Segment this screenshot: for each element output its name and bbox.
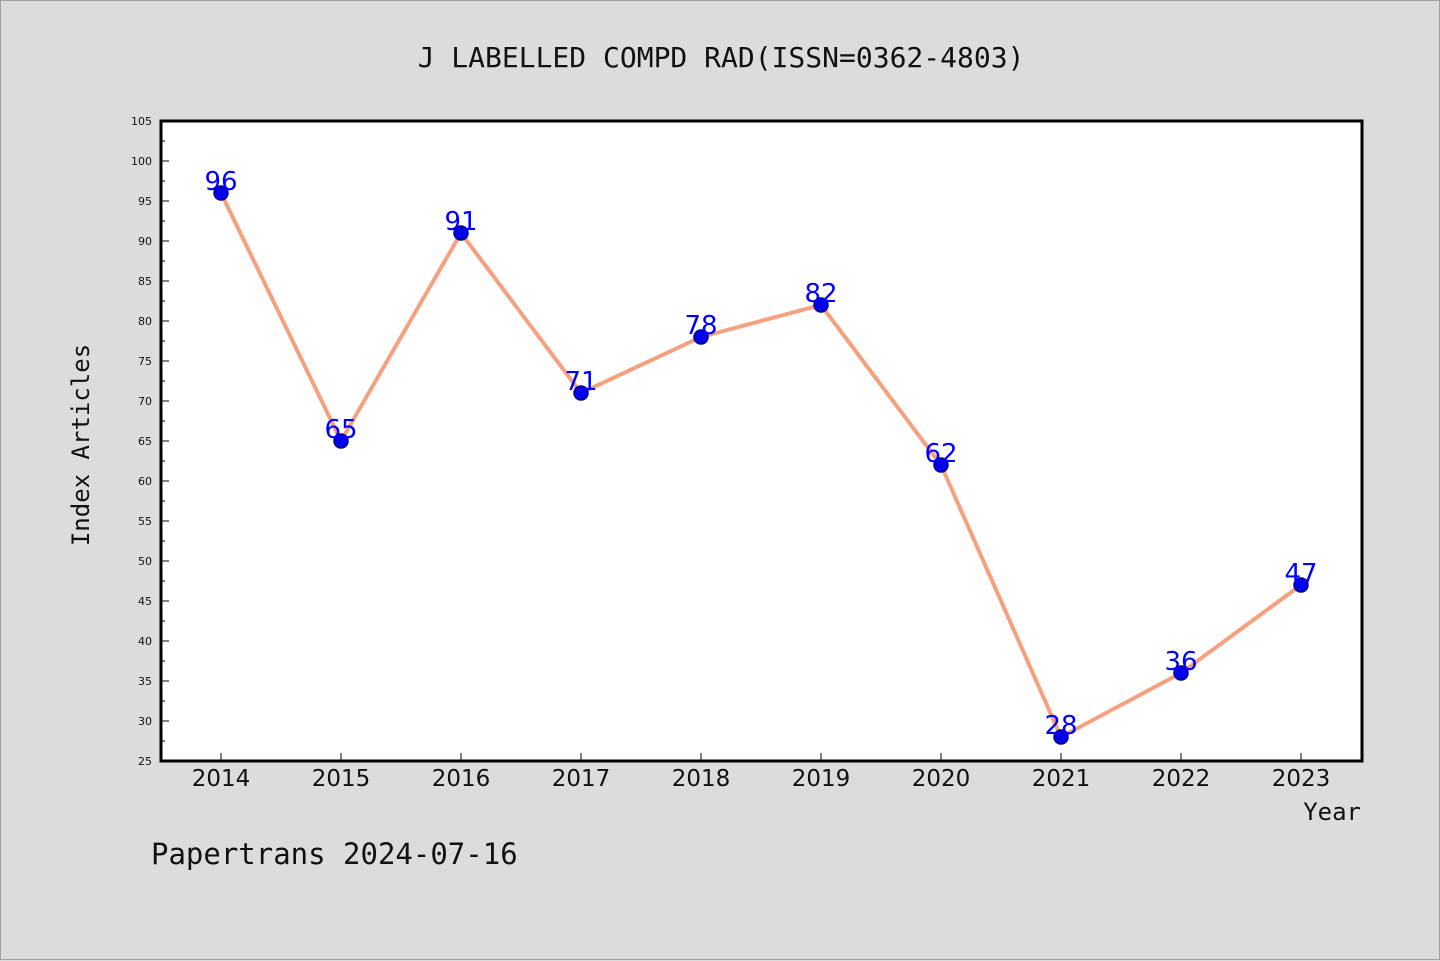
data-label: 71 <box>564 367 597 397</box>
x-axis-title: Year <box>1303 798 1361 826</box>
y-tick-label: 45 <box>138 595 152 608</box>
data-point <box>453 225 469 241</box>
x-tick-label: 2022 <box>1152 766 1211 792</box>
y-tick-label: 50 <box>138 555 152 568</box>
plot-area <box>159 119 1364 763</box>
x-tick-label: 2018 <box>672 766 731 792</box>
data-label: 62 <box>924 439 957 469</box>
y-tick-label: 40 <box>138 635 152 648</box>
y-tick-label: 70 <box>138 395 152 408</box>
series-line <box>219 191 1303 739</box>
data-labels: 96 65 91 71 78 82 62 28 36 47 <box>204 167 1317 741</box>
data-label: 78 <box>684 311 717 341</box>
data-point <box>1293 577 1309 593</box>
data-label: 28 <box>1044 711 1077 741</box>
y-tick-label: 75 <box>138 355 152 368</box>
data-point <box>333 433 349 449</box>
series-layer <box>213 185 1309 745</box>
y-tick-label: 55 <box>138 515 152 528</box>
chart-title: J LABELLED COMPD RAD(ISSN=0362-4803) <box>418 41 1025 74</box>
data-point <box>813 297 829 313</box>
x-tick-label: 2019 <box>792 766 851 792</box>
x-tick-label: 2021 <box>1032 766 1091 792</box>
data-point <box>573 385 589 401</box>
y-tick-label: 100 <box>131 155 152 168</box>
y-tick-label: 90 <box>138 235 152 248</box>
data-point <box>1173 665 1189 681</box>
data-point <box>693 329 709 345</box>
x-tick-label: 2017 <box>552 766 611 792</box>
y-tick-label: 80 <box>138 315 152 328</box>
data-label: 47 <box>1284 559 1317 589</box>
y-tick-label: 95 <box>138 195 152 208</box>
y-tick-label: 25 <box>138 755 152 768</box>
data-label: 65 <box>324 415 357 445</box>
x-tick-label: 2015 <box>312 766 371 792</box>
data-label: 96 <box>204 167 237 197</box>
x-tick-label: 2023 <box>1272 766 1331 792</box>
x-tick-label: 2020 <box>912 766 971 792</box>
x-tick-label: 2016 <box>432 766 491 792</box>
y-axis: 25 30 35 40 45 50 55 60 65 70 75 80 85 90 95 100 105 <box>131 115 169 768</box>
data-label: 82 <box>804 279 837 309</box>
y-tick-label: 60 <box>138 475 152 488</box>
x-tick-label: 2014 <box>192 766 251 792</box>
y-tick-label: 85 <box>138 275 152 288</box>
y-tick-label: 30 <box>138 715 152 728</box>
y-tick-label: 65 <box>138 435 152 448</box>
data-label: 91 <box>444 207 477 237</box>
x-axis: 2014 2015 2016 2017 2018 2019 2020 2021 2022 2023 <box>192 753 1331 792</box>
data-point <box>1053 729 1069 745</box>
data-point <box>933 457 949 473</box>
y-tick-label: 35 <box>138 675 152 688</box>
footer-text: Papertrans 2024-07-16 <box>151 837 518 871</box>
data-point <box>213 185 229 201</box>
y-tick-label: 105 <box>131 115 152 128</box>
y-axis-title: Index Articles <box>67 344 95 546</box>
data-label: 36 <box>1164 647 1197 677</box>
